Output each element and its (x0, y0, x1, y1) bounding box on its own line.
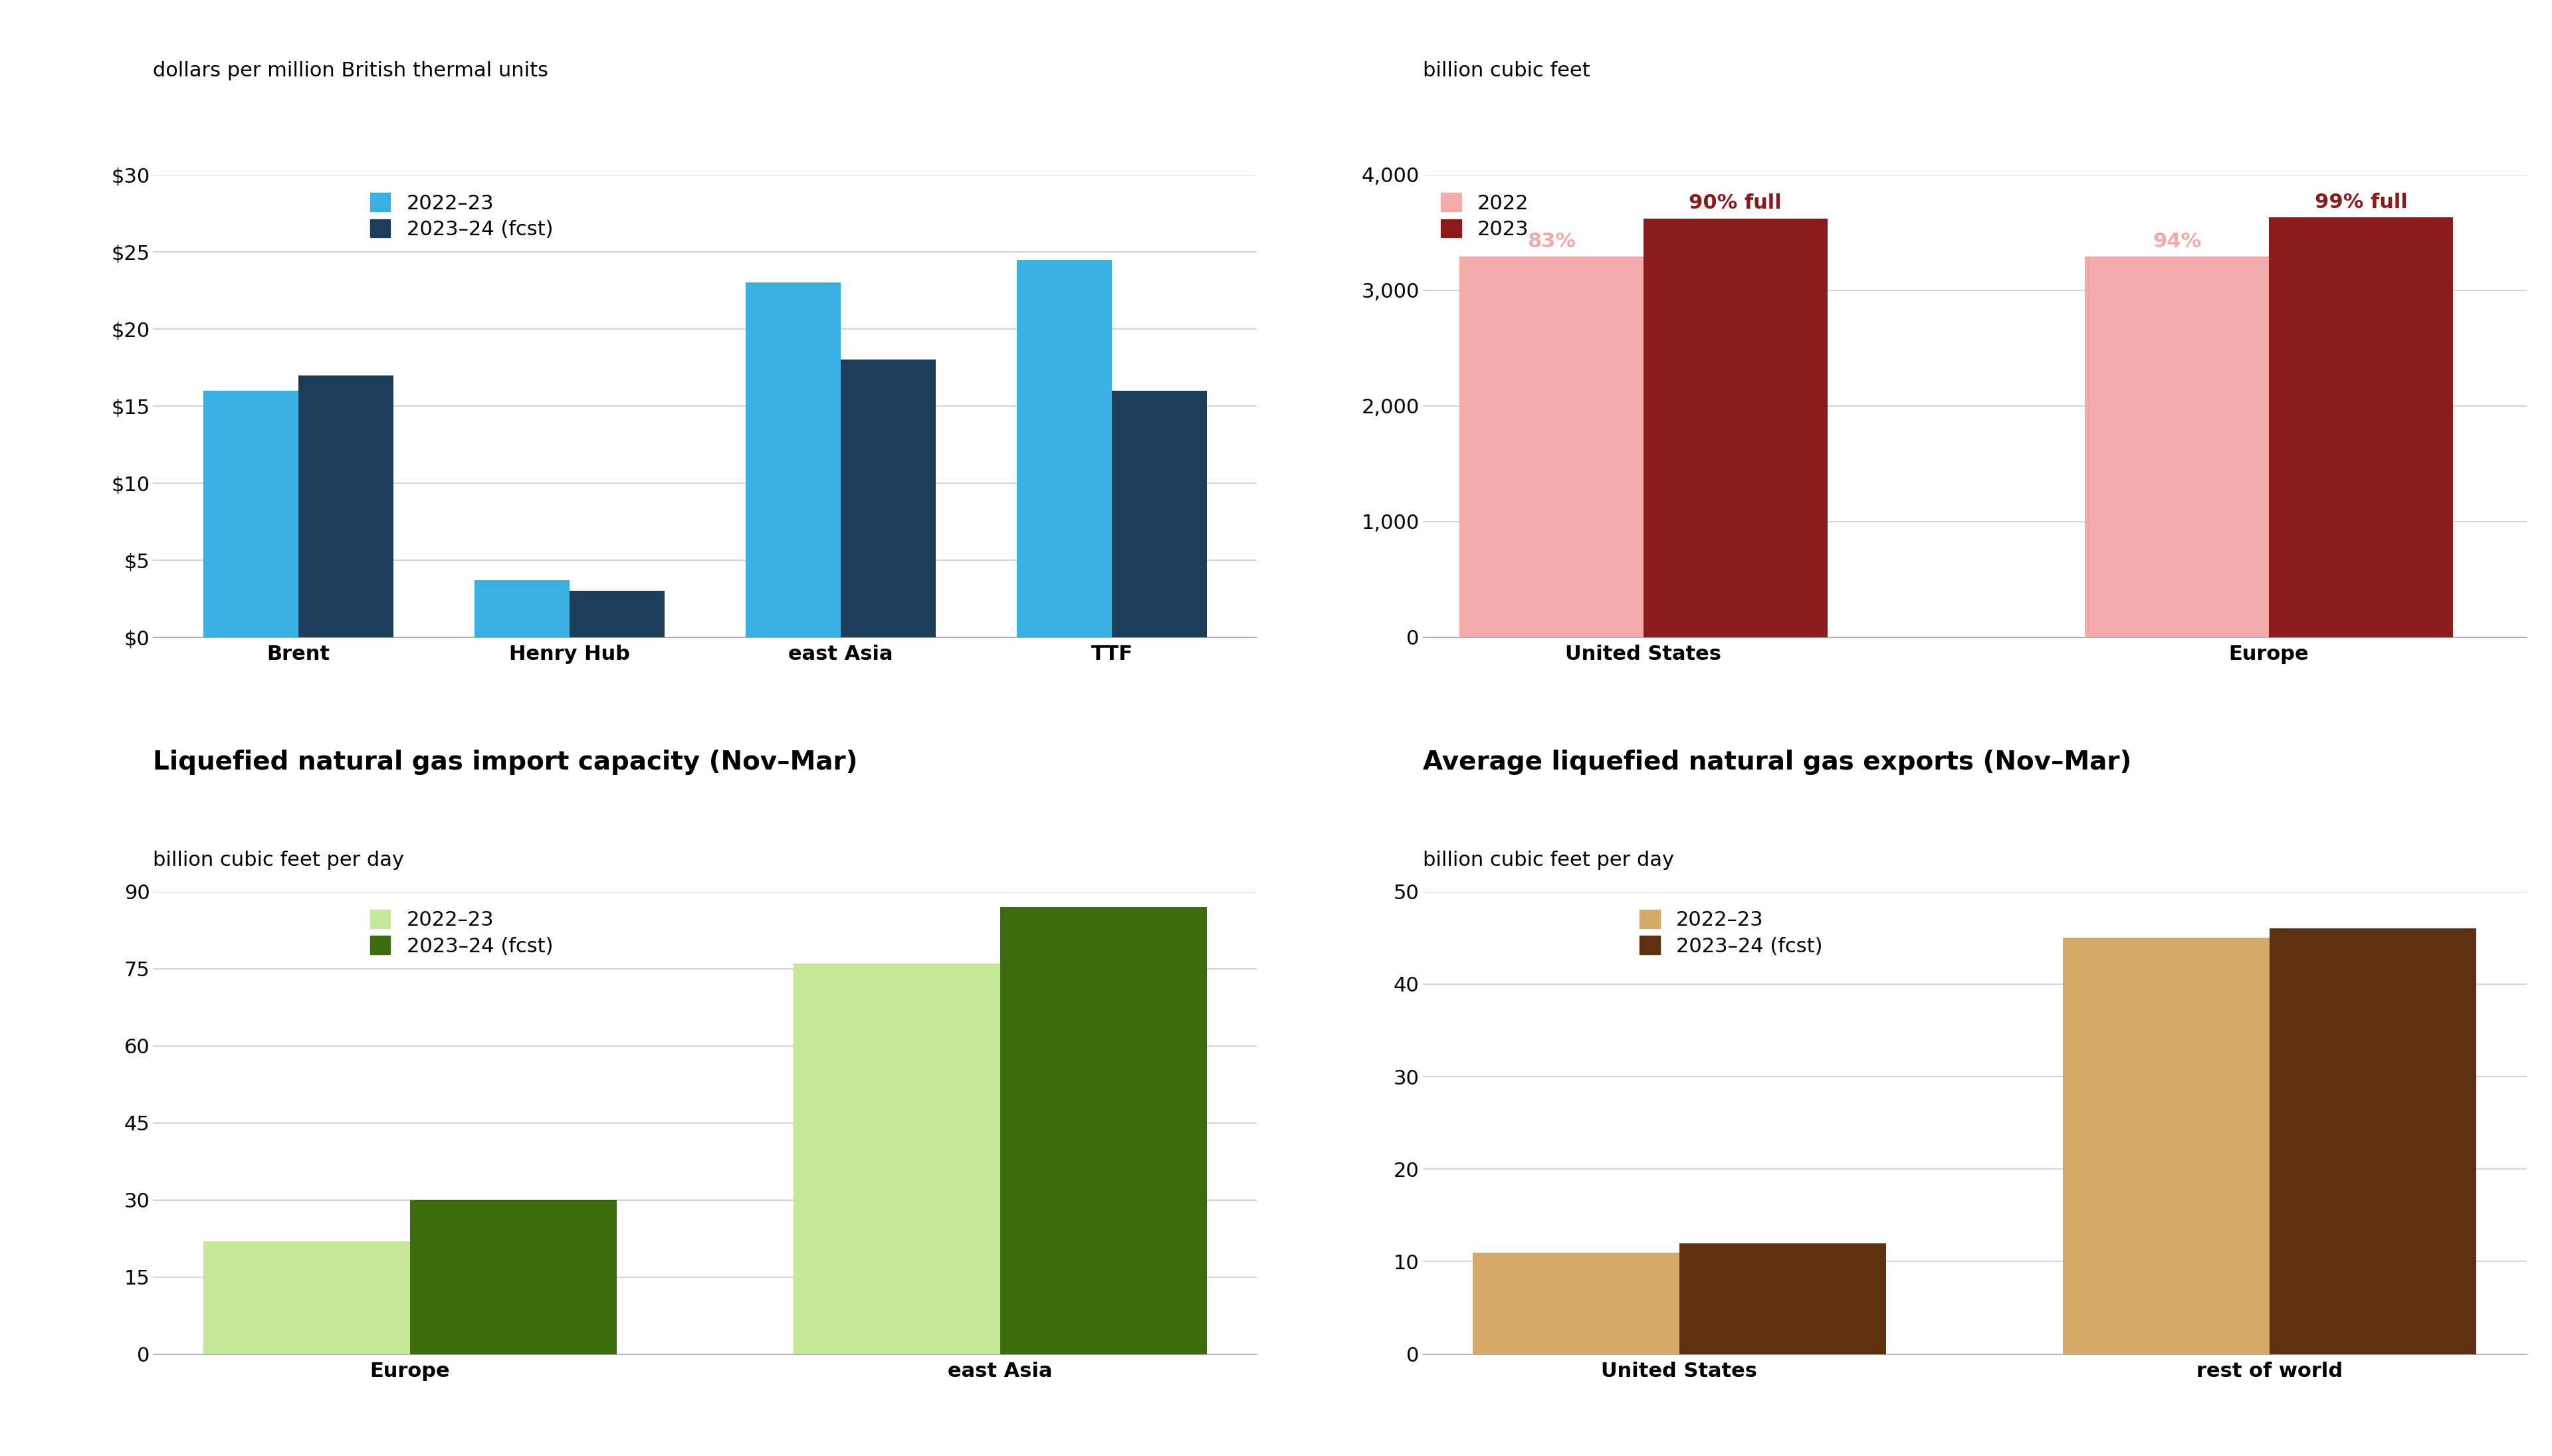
Legend: 2022, 2023: 2022, 2023 (1432, 185, 1536, 248)
Text: billion cubic feet per day: billion cubic feet per day (1421, 850, 1674, 869)
Bar (204, 1241, 411, 1354)
Bar (794, 964, 1000, 1354)
Legend: 2022–23, 2023–24 (fcst): 2022–23, 2023–24 (fcst) (362, 185, 561, 248)
Text: 99% full: 99% full (2315, 192, 2407, 211)
Bar (2269, 217, 2452, 638)
Bar (2269, 929, 2475, 1354)
Bar (2062, 938, 2269, 1354)
Bar (204, 390, 299, 638)
Bar (411, 1200, 618, 1354)
Text: Average liquefied natural gas exports (Nov–Mar): Average liquefied natural gas exports (N… (1421, 750, 2131, 775)
Bar (475, 579, 569, 638)
Bar (745, 282, 840, 638)
Bar (299, 376, 393, 638)
Legend: 2022–23, 2023–24 (fcst): 2022–23, 2023–24 (fcst) (1631, 901, 1830, 964)
Bar (569, 591, 664, 638)
Text: dollars per million British thermal units: dollars per million British thermal unit… (153, 61, 549, 80)
Bar (1679, 1243, 1886, 1354)
Bar (1643, 218, 1827, 638)
Text: 94%: 94% (2151, 232, 2202, 250)
Text: 90% full: 90% full (1689, 194, 1781, 213)
Bar (1000, 907, 1207, 1354)
Bar (1460, 256, 1643, 638)
Text: billion cubic feet: billion cubic feet (1421, 61, 1590, 80)
Bar (1473, 1252, 1679, 1354)
Text: 83%: 83% (1526, 232, 1575, 250)
Bar (1113, 390, 1207, 638)
Legend: 2022–23, 2023–24 (fcst): 2022–23, 2023–24 (fcst) (362, 901, 561, 964)
Bar (2085, 256, 2269, 638)
Bar (840, 360, 937, 638)
Text: Liquefied natural gas import capacity (Nov–Mar): Liquefied natural gas import capacity (N… (153, 750, 857, 775)
Text: billion cubic feet per day: billion cubic feet per day (153, 850, 403, 869)
Bar (1018, 259, 1113, 638)
